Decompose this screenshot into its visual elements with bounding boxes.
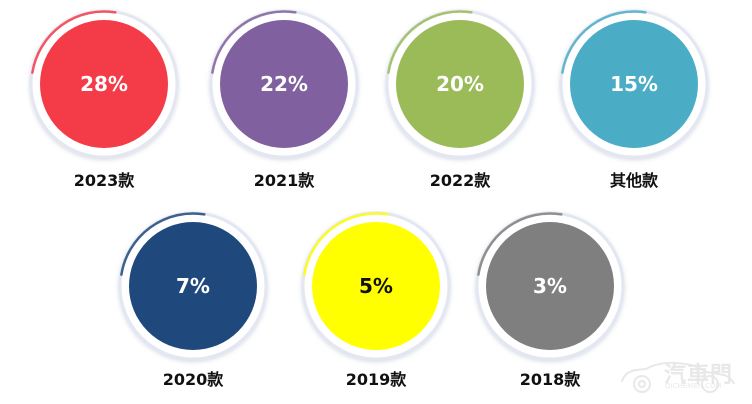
bubble-category-label: 2021款 xyxy=(254,171,316,190)
bubble-accent-arc xyxy=(477,212,563,276)
bubble-accent-arc xyxy=(303,212,389,276)
bubble-value-label: 3% xyxy=(533,274,567,298)
bubble-value-label: 20% xyxy=(436,72,484,96)
bubble-item: 3% 2018款 xyxy=(475,211,625,389)
bubble-fill xyxy=(570,20,698,148)
bubble-item: 15% 其他款 xyxy=(559,9,709,190)
bubble-category-label: 2018款 xyxy=(520,370,582,389)
watermark: 汽車門 QICHEMEN.COM xyxy=(618,354,742,394)
bubble-accent-arc xyxy=(120,212,206,276)
watermark-subtext: QICHEMEN.COM xyxy=(665,382,722,390)
bubble-value-label: 5% xyxy=(359,274,393,298)
bubble-chart-group: 28% 2023款 22% 2021款 20% 2022款 15% 其他款 7% 2020款 5% 2… xyxy=(29,9,709,389)
bubble-value-label: 7% xyxy=(176,274,210,298)
bubble-item: 28% 2023款 xyxy=(29,9,179,190)
bubble-fill xyxy=(312,222,440,350)
bubble-fill xyxy=(129,222,257,350)
bubble-value-label: 22% xyxy=(260,72,308,96)
bubble-accent-arc xyxy=(561,10,647,74)
bubble-fill xyxy=(486,222,614,350)
bubble-category-label: 2019款 xyxy=(346,370,408,389)
bubble-accent-arc xyxy=(387,10,473,74)
bubble-fill xyxy=(396,20,524,148)
bubble-value-label: 15% xyxy=(610,72,658,96)
bubble-item: 20% 2022款 xyxy=(385,9,535,190)
bubble-category-label: 其他款 xyxy=(610,171,659,190)
watermark-text: 汽車門 xyxy=(664,363,734,388)
bubble-fill xyxy=(220,20,348,148)
bubble-accent-arc xyxy=(211,10,297,74)
bubble-category-label: 2022款 xyxy=(430,171,492,190)
bubble-value-label: 28% xyxy=(80,72,128,96)
bubble-category-label: 2020款 xyxy=(163,370,225,389)
car-icon xyxy=(621,361,735,393)
bubble-fill xyxy=(40,20,168,148)
bubble-item: 7% 2020款 xyxy=(118,211,268,389)
bubble-item: 5% 2019款 xyxy=(301,211,451,389)
bubble-category-label: 2023款 xyxy=(74,171,136,190)
bubble-accent-arc xyxy=(31,10,117,74)
bubble-item: 22% 2021款 xyxy=(209,9,359,190)
